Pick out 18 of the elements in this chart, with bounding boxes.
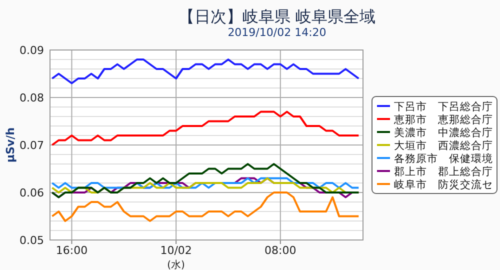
legend-label: 各務原市 保健環境 — [394, 152, 493, 165]
subtitle: 2019/10/02 14:20 — [228, 26, 326, 39]
y-tick-label: 0.05 — [20, 234, 44, 247]
y-tick-label: 0.06 — [20, 186, 44, 200]
y-tick-label: 0.08 — [20, 92, 44, 104]
legend-label: 下呂市 下呂総合庁 — [394, 100, 493, 113]
y-tick-label: 0.07 — [20, 139, 44, 152]
legend-label: 恵那市 恵那総合庁 — [393, 113, 493, 126]
title: 【日次】岐阜県 岐阜県全域 — [178, 7, 376, 26]
x-tick-label: 10/02 (水) — [160, 244, 192, 270]
x-tick-label: 16:00 — [56, 244, 88, 257]
y-tick-label: 0.09 — [20, 44, 44, 57]
x-tick-label: 08:00 — [264, 244, 296, 257]
y-axis-title: μSv/h — [4, 127, 17, 163]
legend-label: 郡上市 郡上総合庁 — [394, 165, 493, 178]
legend-label: 岐阜市 防災交流セ — [394, 178, 493, 191]
legend-label: 大垣市 西濃総合庁 — [394, 139, 493, 152]
legend-label: 美濃市 中濃総合庁 — [394, 126, 493, 139]
